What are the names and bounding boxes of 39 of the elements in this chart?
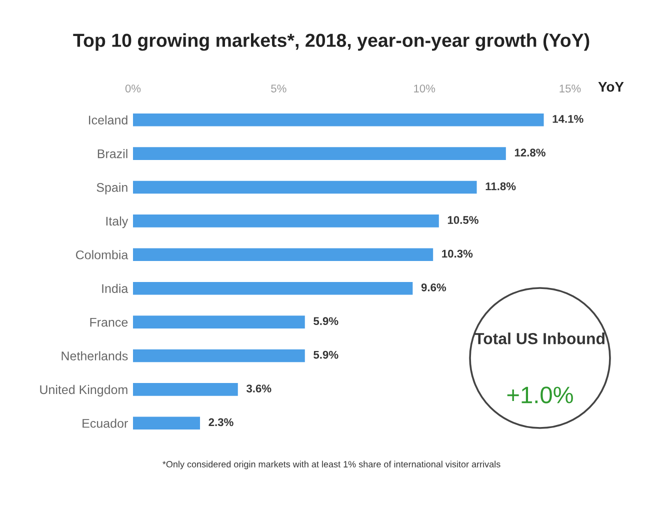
bar — [133, 248, 434, 262]
x-tick-label: 10% — [414, 84, 436, 92]
data-label: 3.6% — [246, 384, 272, 392]
text: *Only considered origin markets with at least 1% share of international visitor arrivals — [162, 460, 500, 470]
y-tick-label: Iceland — [88, 115, 128, 124]
bar — [133, 147, 506, 160]
bar — [133, 383, 238, 396]
x-tick-label: 0% — [125, 84, 141, 92]
bar — [133, 416, 200, 430]
data-label: 14.1% — [552, 114, 584, 123]
annotation: Total US Inbound — [474, 332, 604, 344]
y-tick-label: Netherlands — [62, 351, 128, 360]
bar — [133, 316, 305, 328]
data-label: 11.8% — [486, 182, 516, 190]
y-tick-label: United Kingdom — [40, 384, 128, 397]
x-tick-label: 15% — [560, 84, 581, 92]
data-label: 10.5% — [448, 216, 478, 224]
bar — [133, 214, 439, 228]
y-tick-label: France — [90, 318, 128, 327]
y-tick-label: Ecuador — [82, 418, 128, 428]
y-tick-label: Spain — [96, 182, 128, 194]
bar — [133, 113, 544, 126]
x-tick-label: 5% — [271, 84, 286, 92]
data-label: 12.8% — [514, 148, 546, 157]
data-label: 10.3% — [442, 250, 473, 258]
data-label: 2.3% — [208, 418, 234, 426]
x-axis-title: YoY — [598, 82, 624, 92]
data-label: 5.9% — [314, 317, 338, 326]
y-tick-label: Brazil — [98, 149, 128, 158]
bar — [133, 180, 477, 194]
bar — [133, 349, 305, 362]
annotation: +1.0% — [507, 386, 573, 404]
data-label: 5.9% — [314, 350, 338, 359]
bar — [133, 282, 413, 295]
y-tick-label: India — [102, 284, 128, 293]
y-tick-label: Colombia — [76, 250, 128, 260]
chart-title: Top 10 growing markets*, 2018, year-on-year growth (YoY) — [73, 33, 590, 51]
data-label: 9.6% — [421, 283, 446, 292]
y-tick-label: Italy — [106, 216, 128, 228]
